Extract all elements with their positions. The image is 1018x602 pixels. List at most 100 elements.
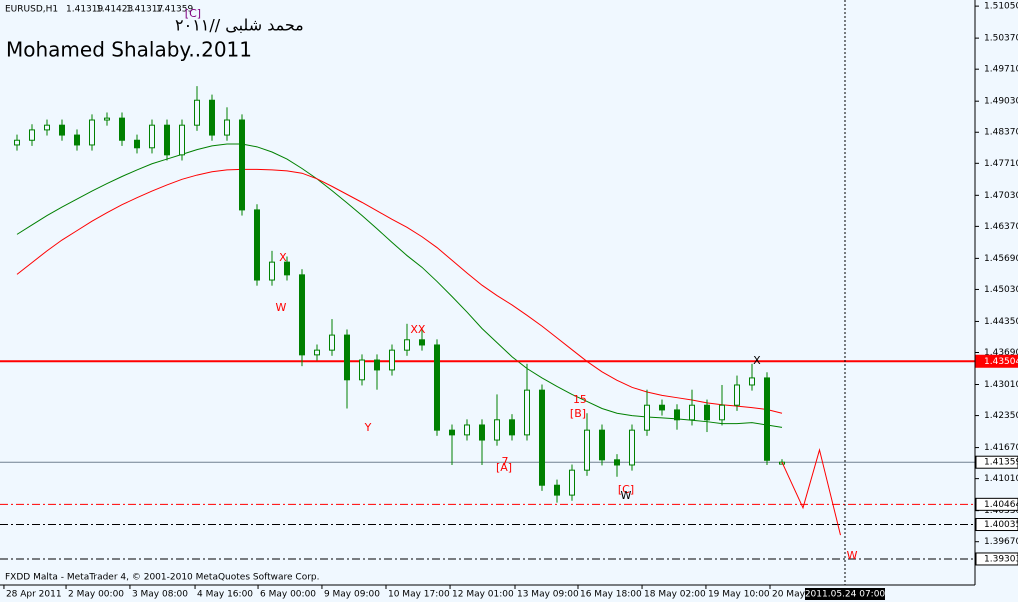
candle-body	[133, 139, 140, 149]
wave-label: X	[753, 354, 761, 367]
price-label: 1.43504	[984, 357, 1018, 367]
candle-body	[328, 334, 335, 351]
candle-body	[343, 334, 350, 381]
candle-body	[583, 429, 590, 471]
symbol: EURUSD,H1	[5, 5, 58, 15]
candle-body	[688, 404, 695, 421]
candle-body	[643, 404, 650, 431]
x-tick-label: 20 May	[772, 590, 806, 600]
y-tick-label: 1.50370	[984, 34, 1018, 44]
y-tick-label: 1.47030	[984, 191, 1018, 201]
candle-body	[148, 124, 155, 149]
forecast-line	[781, 447, 841, 536]
candle-body	[388, 349, 395, 371]
x-tick-label: 13 May 09:00	[517, 590, 579, 600]
candle-body	[373, 359, 380, 371]
candle-body	[568, 469, 575, 496]
wave-label: 7	[501, 455, 508, 468]
price-label: 1.40035	[984, 520, 1018, 530]
candle-body	[253, 209, 260, 281]
wave-label: [B]	[570, 407, 586, 420]
candle-body	[523, 389, 530, 436]
x-tick-label: 9 May 09:00	[324, 590, 380, 600]
wave-label: W	[847, 549, 858, 562]
price-label-box	[975, 552, 1018, 566]
candle-body	[658, 404, 665, 411]
wave-label: [C]	[618, 483, 634, 496]
open-price: 1.41319	[66, 5, 103, 15]
arabic-subtitle: محمد شلبى //٢٠١١	[175, 16, 304, 35]
x-tick-label: 6 May 00:00	[260, 590, 316, 600]
candle-body	[193, 99, 200, 126]
x-tick-label: 18 May 02:00	[644, 590, 706, 600]
candle-body	[418, 339, 425, 346]
candle-body	[403, 339, 410, 351]
wave-label: [C]	[185, 7, 201, 20]
candle-body	[43, 124, 50, 131]
candle-body	[553, 484, 560, 496]
chart-title: Mohamed Shalaby..2011	[6, 38, 252, 62]
candle-body	[463, 424, 470, 436]
x-tick-label: 4 May 16:00	[197, 590, 253, 600]
x-tick-label: 28 Apr 2011	[6, 590, 62, 600]
y-tick-label: 1.48370	[984, 128, 1018, 138]
candle-body	[763, 377, 770, 461]
y-tick-label: 1.44350	[984, 317, 1018, 327]
close-price: 1.41359	[156, 5, 193, 15]
candle-body	[163, 124, 170, 156]
wave-label: W	[621, 489, 632, 502]
x-tick-label: 16 May 18:00	[580, 590, 642, 600]
x-tick-label: 3 May 08:00	[132, 590, 188, 600]
wave-label: 15	[573, 393, 587, 406]
candle-body	[178, 124, 185, 156]
candle-body	[478, 424, 485, 441]
candle-body	[223, 119, 230, 136]
candle-body	[88, 119, 95, 146]
wave-label: [A]	[496, 461, 512, 474]
candle-body	[208, 99, 215, 136]
candle-body	[298, 274, 305, 356]
moving-average	[16, 168, 783, 414]
candle-body	[313, 349, 320, 356]
cursor-label-box	[804, 588, 885, 600]
x-tick-label: 2 May 00:00	[68, 590, 124, 600]
price-label: 1.40464	[984, 500, 1018, 510]
price-label-box	[975, 354, 1018, 368]
candle-body	[718, 404, 725, 421]
y-tick-label: 1.40330	[984, 506, 1018, 516]
wave-label: X	[279, 251, 287, 264]
price-label: 1.39303	[984, 554, 1018, 564]
wave-label: W	[276, 301, 287, 314]
y-tick-label: 1.49030	[984, 97, 1018, 107]
low-price: 1.41317	[126, 5, 163, 15]
y-tick-label: 1.39670	[984, 537, 1018, 547]
candle-body	[28, 129, 35, 141]
candle-body	[358, 359, 365, 381]
candle-body	[508, 419, 515, 436]
candle-body	[13, 139, 20, 146]
y-tick-label: 1.45030	[984, 285, 1018, 295]
y-tick-label: 1.42350	[984, 411, 1018, 421]
y-tick-label: 1.49710	[984, 65, 1018, 75]
x-tick-label: 10 May 17:00	[388, 590, 450, 600]
candle-body	[238, 119, 245, 211]
moving-average	[16, 143, 783, 428]
candle-body	[283, 261, 290, 276]
y-tick-label: 1.43690	[984, 348, 1018, 358]
candle-body	[613, 459, 620, 466]
y-tick-label: 1.46370	[984, 222, 1018, 232]
candle-body	[748, 377, 755, 386]
footer: FXDD Malta - MetaTrader 4, © 2001-2010 M…	[5, 573, 320, 583]
y-tick-label: 1.41670	[984, 443, 1018, 453]
candle-body	[433, 344, 440, 431]
price-label: 1.41359	[984, 458, 1018, 468]
price-label-box	[975, 455, 1018, 469]
candle-body	[118, 117, 125, 141]
candle-body	[58, 124, 65, 136]
candle-body	[703, 404, 710, 421]
wave-label: Y	[364, 421, 372, 434]
candle-body	[673, 409, 680, 421]
y-tick-label: 1.43010	[984, 380, 1018, 390]
x-tick-label: 12 May 01:00	[452, 590, 514, 600]
